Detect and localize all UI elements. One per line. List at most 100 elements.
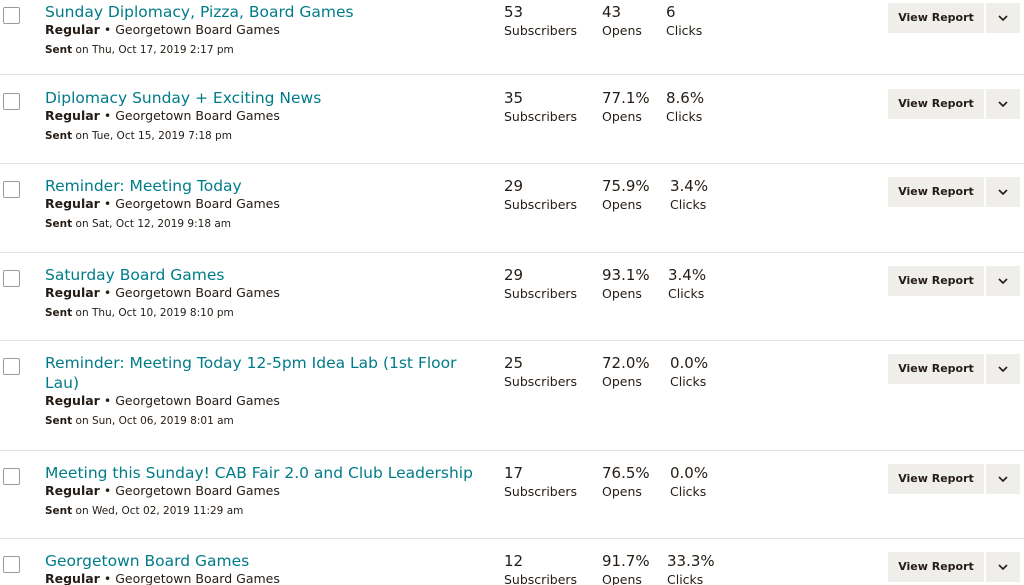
view-report-button[interactable]: View Report	[888, 464, 984, 494]
view-report-button[interactable]: View Report	[888, 3, 984, 33]
row-checkbox[interactable]	[3, 93, 20, 110]
opens-value: 75.9%	[602, 177, 650, 195]
opens-label: Opens	[602, 484, 642, 499]
row-checkbox[interactable]	[3, 270, 20, 287]
campaign-audience: Georgetown Board Games	[115, 108, 280, 123]
campaign-sent-date: Sent on Sat, Oct 12, 2019 9:18 am	[45, 217, 231, 231]
campaign-title-link[interactable]: Meeting this Sunday! CAB Fair 2.0 and Cl…	[45, 464, 473, 482]
view-report-button[interactable]: View Report	[888, 89, 984, 119]
stat-subscribers: 29 Subscribers	[504, 266, 577, 303]
chevron-down-icon	[998, 476, 1008, 482]
campaign-row: Reminder: Meeting Today Regular • George…	[0, 164, 1024, 253]
campaign-audience: Georgetown Board Games	[115, 393, 280, 408]
clicks-label: Clicks	[668, 286, 705, 301]
chevron-down-icon	[998, 101, 1008, 107]
meta-separator: •	[103, 196, 112, 211]
chevron-down-icon	[998, 278, 1008, 284]
opens-value: 76.5%	[602, 464, 650, 482]
opens-value: 43	[602, 3, 622, 21]
subscribers-label: Subscribers	[504, 374, 578, 389]
campaign-audience: Georgetown Board Games	[115, 571, 280, 585]
view-report-button[interactable]: View Report	[888, 552, 984, 582]
clicks-label: Clicks	[670, 484, 707, 499]
subscribers-count: 29	[504, 177, 524, 195]
sent-on-text: on Thu, Oct 10, 2019 8:10 pm	[75, 307, 234, 319]
campaign-title-link[interactable]: Georgetown Board Games	[45, 552, 250, 570]
stat-clicks: 33.3% Clicks	[667, 552, 715, 585]
campaign-meta: Regular • Georgetown Board Games	[45, 571, 280, 585]
clicks-label: Clicks	[666, 109, 703, 124]
meta-separator: •	[103, 108, 112, 123]
subscribers-label: Subscribers	[504, 109, 578, 124]
meta-separator: •	[103, 483, 112, 498]
sent-on-text: on Sun, Oct 06, 2019 8:01 am	[75, 415, 234, 427]
stat-subscribers: 29 Subscribers	[504, 177, 577, 214]
sent-label: Sent	[45, 218, 73, 230]
campaign-title-link[interactable]: Reminder: Meeting Today	[45, 177, 242, 195]
stat-clicks: 0.0% Clicks	[670, 354, 708, 391]
campaign-row: Reminder: Meeting Today 12-5pm Idea Lab …	[0, 341, 1024, 451]
meta-separator: •	[103, 22, 112, 37]
clicks-value: 33.3%	[667, 552, 715, 570]
campaign-title-link[interactable]: Diplomacy Sunday + Exciting News	[45, 89, 322, 107]
stat-subscribers: 35 Subscribers	[504, 89, 577, 126]
stat-clicks: 0.0% Clicks	[670, 464, 708, 501]
report-options-dropdown[interactable]	[986, 3, 1020, 33]
row-checkbox[interactable]	[3, 358, 20, 375]
campaign-meta: Regular • Georgetown Board Games	[45, 285, 280, 301]
campaign-meta: Regular • Georgetown Board Games	[45, 108, 280, 124]
subscribers-label: Subscribers	[504, 23, 578, 38]
campaign-type: Regular	[45, 285, 100, 300]
report-actions: View Report	[888, 3, 1020, 33]
opens-value: 72.0%	[602, 354, 650, 372]
campaign-row: Diplomacy Sunday + Exciting News Regular…	[0, 76, 1024, 164]
campaign-type: Regular	[45, 22, 100, 37]
stat-opens: 75.9% Opens	[602, 177, 650, 214]
campaign-audience: Georgetown Board Games	[115, 22, 280, 37]
view-report-button[interactable]: View Report	[888, 266, 984, 296]
report-options-dropdown[interactable]	[986, 177, 1020, 207]
row-checkbox[interactable]	[3, 556, 20, 573]
campaign-title-link[interactable]: Reminder: Meeting Today 12-5pm Idea Lab …	[45, 354, 457, 392]
report-options-dropdown[interactable]	[986, 552, 1020, 582]
clicks-value: 0.0%	[670, 464, 709, 482]
report-actions: View Report	[888, 354, 1020, 384]
row-checkbox[interactable]	[3, 7, 20, 24]
clicks-label: Clicks	[670, 374, 707, 389]
campaign-title-link[interactable]: Saturday Board Games	[45, 266, 225, 284]
subscribers-label: Subscribers	[504, 572, 578, 585]
campaign-title-link[interactable]: Sunday Diplomacy, Pizza, Board Games	[45, 3, 354, 21]
report-options-dropdown[interactable]	[986, 464, 1020, 494]
campaign-sent-date: Sent on Thu, Oct 10, 2019 8:10 pm	[45, 306, 234, 320]
sent-on-text: on Sat, Oct 12, 2019 9:18 am	[75, 218, 232, 230]
view-report-button[interactable]: View Report	[888, 177, 984, 207]
opens-label: Opens	[602, 374, 642, 389]
campaign-type: Regular	[45, 108, 100, 123]
view-report-button[interactable]: View Report	[888, 354, 984, 384]
opens-label: Opens	[602, 286, 642, 301]
report-options-dropdown[interactable]	[986, 89, 1020, 119]
stat-subscribers: 17 Subscribers	[504, 464, 577, 501]
campaign-audience: Georgetown Board Games	[115, 196, 280, 211]
opens-label: Opens	[602, 572, 642, 585]
subscribers-count: 35	[504, 89, 524, 107]
clicks-value: 0.0%	[670, 354, 709, 372]
row-checkbox[interactable]	[3, 468, 20, 485]
report-options-dropdown[interactable]	[986, 266, 1020, 296]
report-options-dropdown[interactable]	[986, 354, 1020, 384]
clicks-value: 3.4%	[668, 266, 707, 284]
campaign-sent-date: Sent on Sun, Oct 06, 2019 8:01 am	[45, 414, 234, 428]
stat-clicks: 6 Clicks	[666, 3, 702, 40]
campaign-row: Georgetown Board Games Regular • Georget…	[0, 539, 1024, 585]
sent-on-text: on Thu, Oct 17, 2019 2:17 pm	[75, 44, 234, 56]
clicks-value: 6	[666, 3, 676, 21]
campaign-sent-date: Sent on Thu, Oct 17, 2019 2:17 pm	[45, 43, 234, 57]
row-checkbox[interactable]	[3, 181, 20, 198]
stat-opens: 76.5% Opens	[602, 464, 650, 501]
stat-clicks: 3.4% Clicks	[668, 266, 706, 303]
sent-on-text: on Tue, Oct 15, 2019 7:18 pm	[75, 130, 232, 142]
stat-opens: 93.1% Opens	[602, 266, 650, 303]
opens-label: Opens	[602, 109, 642, 124]
campaign-sent-date: Sent on Tue, Oct 15, 2019 7:18 pm	[45, 129, 232, 143]
campaign-meta: Regular • Georgetown Board Games	[45, 22, 280, 38]
